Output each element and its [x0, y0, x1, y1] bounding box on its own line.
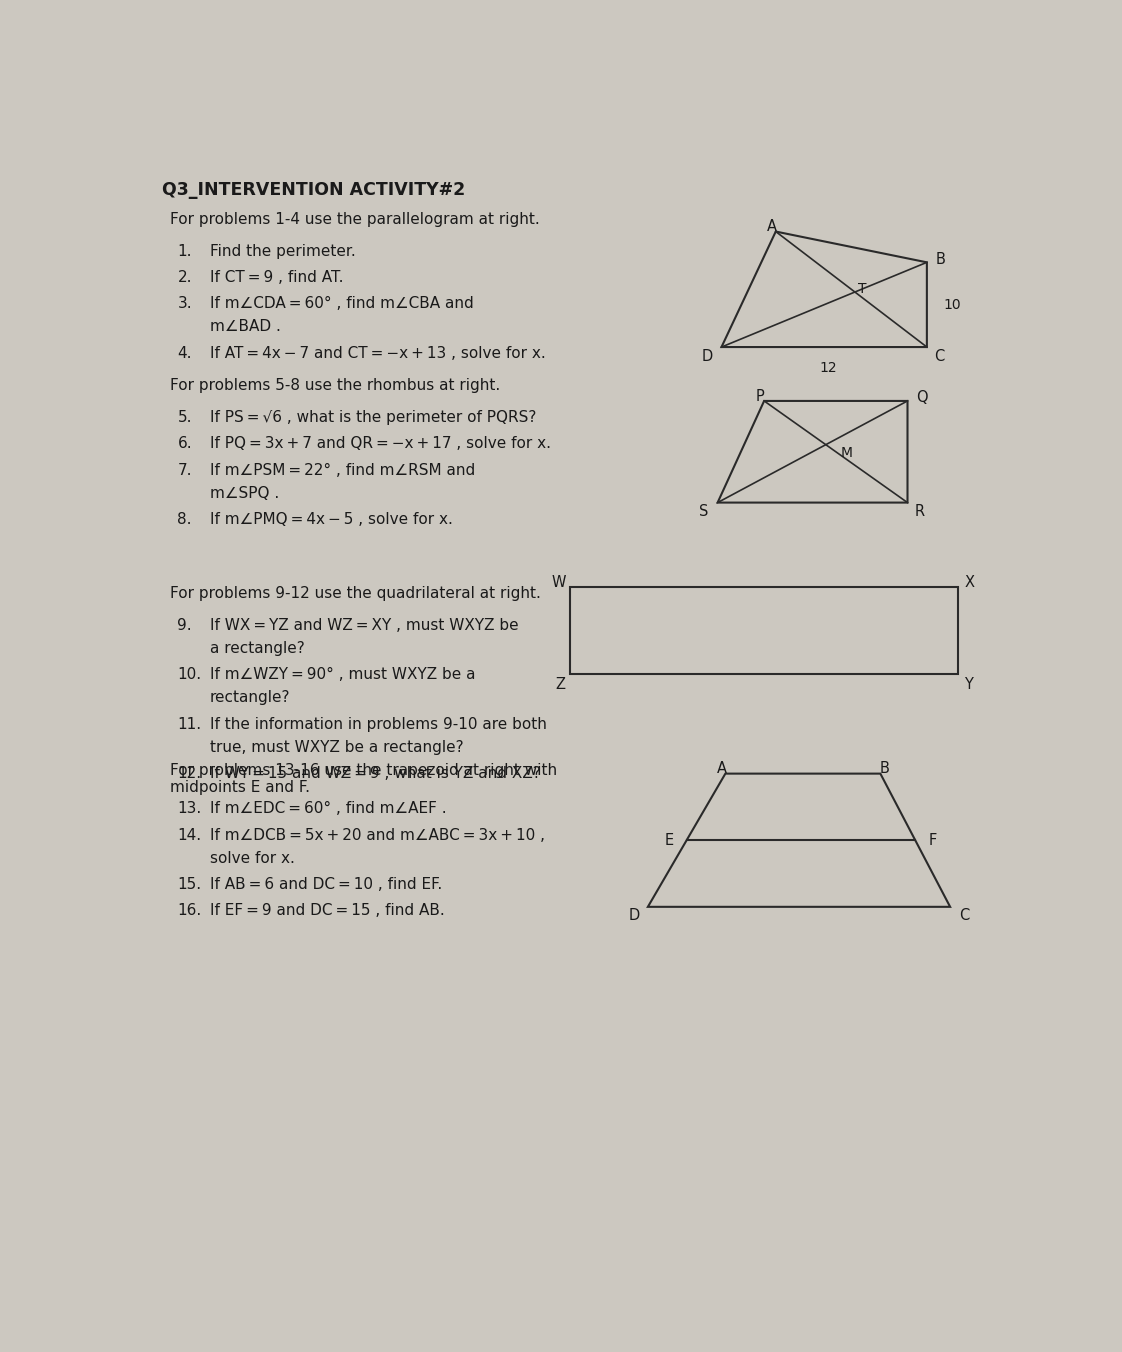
Text: If WY = 15 and WZ = 9 , what is YZ and XZ?: If WY = 15 and WZ = 9 , what is YZ and X… — [210, 767, 541, 781]
Text: If m∠EDC = 60° , find m∠AEF .: If m∠EDC = 60° , find m∠AEF . — [210, 802, 447, 817]
Text: If PS = √6 , what is the perimeter of PQRS?: If PS = √6 , what is the perimeter of PQ… — [210, 410, 536, 425]
Text: If WX = YZ and WZ = XY , must WXYZ be: If WX = YZ and WZ = XY , must WXYZ be — [210, 618, 518, 633]
Text: For problems 5-8 use the rhombus at right.: For problems 5-8 use the rhombus at righ… — [169, 377, 500, 393]
Text: 9.: 9. — [177, 618, 192, 633]
Text: D: D — [628, 909, 640, 923]
Text: 12: 12 — [819, 361, 837, 375]
Text: F: F — [928, 833, 937, 848]
Text: 16.: 16. — [177, 903, 202, 918]
Text: If m∠PSM = 22° , find m∠RSM and: If m∠PSM = 22° , find m∠RSM and — [210, 462, 476, 477]
Text: P: P — [756, 388, 764, 404]
Text: E: E — [665, 833, 674, 848]
Text: If PQ = 3x + 7 and QR = −x + 17 , solve for x.: If PQ = 3x + 7 and QR = −x + 17 , solve … — [210, 437, 551, 452]
Text: 3.: 3. — [177, 296, 192, 311]
Text: 10.: 10. — [177, 668, 202, 683]
Text: T: T — [858, 281, 866, 296]
Text: a rectangle?: a rectangle? — [210, 641, 305, 656]
Text: Find the perimeter.: Find the perimeter. — [210, 243, 356, 258]
Text: D: D — [702, 349, 714, 364]
Text: W: W — [552, 575, 567, 589]
Text: R: R — [914, 504, 925, 519]
Text: true, must WXYZ be a rectangle?: true, must WXYZ be a rectangle? — [210, 740, 463, 754]
Text: C: C — [959, 909, 969, 923]
Text: B: B — [880, 761, 890, 776]
Text: 5.: 5. — [177, 410, 192, 425]
Text: Z: Z — [555, 676, 565, 692]
Text: For problems 1-4 use the parallelogram at right.: For problems 1-4 use the parallelogram a… — [169, 211, 540, 227]
Text: If CT = 9 , find AT.: If CT = 9 , find AT. — [210, 270, 343, 285]
Text: A: A — [717, 761, 727, 776]
Text: rectangle?: rectangle? — [210, 691, 291, 706]
Text: 13.: 13. — [177, 802, 202, 817]
Text: S: S — [699, 504, 708, 519]
Text: For problems 9-12 use the quadrilateral at right.: For problems 9-12 use the quadrilateral … — [169, 585, 541, 600]
Text: If m∠CDA = 60° , find m∠CBA and: If m∠CDA = 60° , find m∠CBA and — [210, 296, 473, 311]
Text: 2.: 2. — [177, 270, 192, 285]
Text: M: M — [840, 446, 853, 460]
Text: m∠SPQ .: m∠SPQ . — [210, 485, 279, 500]
Text: 15.: 15. — [177, 877, 202, 892]
Text: If m∠DCB = 5x + 20 and m∠ABC = 3x + 10 ,: If m∠DCB = 5x + 20 and m∠ABC = 3x + 10 , — [210, 827, 545, 842]
Text: solve for x.: solve for x. — [210, 850, 295, 865]
Text: m∠BAD .: m∠BAD . — [210, 319, 280, 334]
Text: 4.: 4. — [177, 346, 192, 361]
Text: If m∠PMQ = 4x − 5 , solve for x.: If m∠PMQ = 4x − 5 , solve for x. — [210, 512, 453, 527]
Text: C: C — [935, 349, 945, 364]
Text: 7.: 7. — [177, 462, 192, 477]
Text: 14.: 14. — [177, 827, 202, 842]
Text: If m∠WZY = 90° , must WXYZ be a: If m∠WZY = 90° , must WXYZ be a — [210, 668, 476, 683]
Text: Q3_INTERVENTION ACTIVITY#2: Q3_INTERVENTION ACTIVITY#2 — [162, 181, 466, 199]
Text: 12.: 12. — [177, 767, 202, 781]
Text: Y: Y — [964, 676, 973, 692]
Text: If EF = 9 and DC = 15 , find AB.: If EF = 9 and DC = 15 , find AB. — [210, 903, 444, 918]
Text: If the information in problems 9-10 are both: If the information in problems 9-10 are … — [210, 717, 546, 731]
Text: A: A — [766, 219, 776, 234]
Text: 6.: 6. — [177, 437, 192, 452]
Text: 1.: 1. — [177, 243, 192, 258]
Text: 10: 10 — [944, 297, 962, 312]
Text: Q: Q — [916, 391, 927, 406]
Text: If AB = 6 and DC = 10 , find EF.: If AB = 6 and DC = 10 , find EF. — [210, 877, 442, 892]
Text: 8.: 8. — [177, 512, 192, 527]
Text: B: B — [936, 251, 946, 266]
Text: 11.: 11. — [177, 717, 202, 731]
Text: If AT = 4x − 7 and CT = −x + 13 , solve for x.: If AT = 4x − 7 and CT = −x + 13 , solve … — [210, 346, 545, 361]
Text: For problems 13-16 use the trapezoid at right with
midpoints E and F.: For problems 13-16 use the trapezoid at … — [169, 763, 557, 795]
Text: X: X — [964, 575, 974, 589]
